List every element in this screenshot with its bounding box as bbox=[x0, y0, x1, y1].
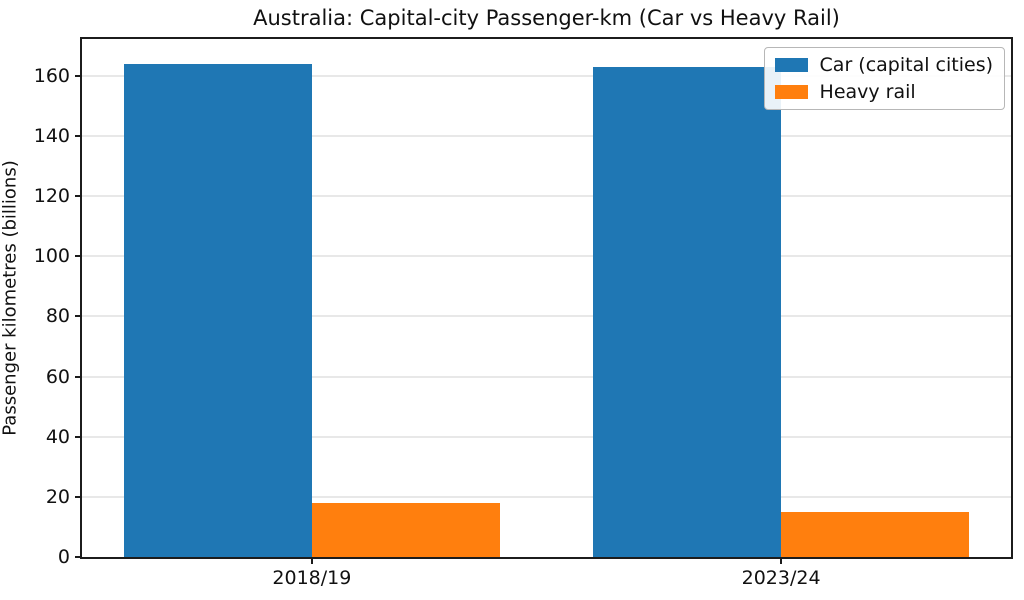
legend-swatch bbox=[774, 85, 808, 99]
gridline bbox=[82, 495, 1011, 498]
gridline bbox=[82, 74, 1011, 77]
y-tick-mark bbox=[75, 74, 82, 77]
y-tick-mark bbox=[75, 195, 82, 198]
legend: Car (capital cities) Heavy rail bbox=[763, 47, 1005, 110]
y-tick-mark bbox=[75, 315, 82, 318]
legend-item: Car (capital cities) bbox=[774, 54, 993, 76]
chart-title: Australia: Capital-city Passenger-km (Ca… bbox=[253, 6, 840, 30]
bar bbox=[593, 66, 782, 557]
y-axis-label: Passenger kilometres (billions) bbox=[0, 160, 21, 436]
y-tick-label: 40 bbox=[45, 425, 70, 448]
y-tick-label: 80 bbox=[45, 305, 70, 328]
y-tick-label: 120 bbox=[33, 185, 70, 208]
bar bbox=[311, 502, 500, 557]
x-tick-mark bbox=[310, 557, 313, 564]
y-tick-label: 100 bbox=[33, 245, 70, 268]
x-tick-label: 2018/19 bbox=[272, 567, 352, 589]
x-tick-mark bbox=[780, 557, 783, 564]
gridline bbox=[82, 255, 1011, 258]
y-tick-mark bbox=[75, 495, 82, 498]
y-tick-mark bbox=[75, 134, 82, 137]
y-tick-label: 60 bbox=[45, 365, 70, 388]
bar bbox=[124, 63, 312, 557]
gridline bbox=[82, 315, 1011, 318]
x-tick-label: 2023/24 bbox=[741, 567, 821, 589]
legend-label: Car (capital cities) bbox=[819, 54, 993, 76]
y-tick-mark bbox=[75, 435, 82, 438]
legend-label: Heavy rail bbox=[819, 81, 916, 103]
gridline bbox=[82, 435, 1011, 438]
y-tick-mark bbox=[75, 556, 82, 558]
y-tick-label: 160 bbox=[33, 64, 70, 87]
legend-item: Heavy rail bbox=[774, 81, 993, 103]
bar bbox=[781, 511, 969, 557]
y-tick-mark bbox=[75, 375, 82, 378]
y-tick-label: 0 bbox=[57, 546, 70, 568]
legend-swatch bbox=[774, 58, 808, 72]
plot-area: Car (capital cities) Heavy rail 0 20 40 60 80… bbox=[34, 37, 1013, 589]
y-tick-label: 140 bbox=[33, 124, 70, 147]
gridline bbox=[82, 195, 1011, 198]
y-tick-label: 20 bbox=[45, 485, 70, 508]
gridline bbox=[82, 134, 1011, 137]
y-tick-mark bbox=[75, 255, 82, 258]
gridline bbox=[82, 375, 1011, 378]
